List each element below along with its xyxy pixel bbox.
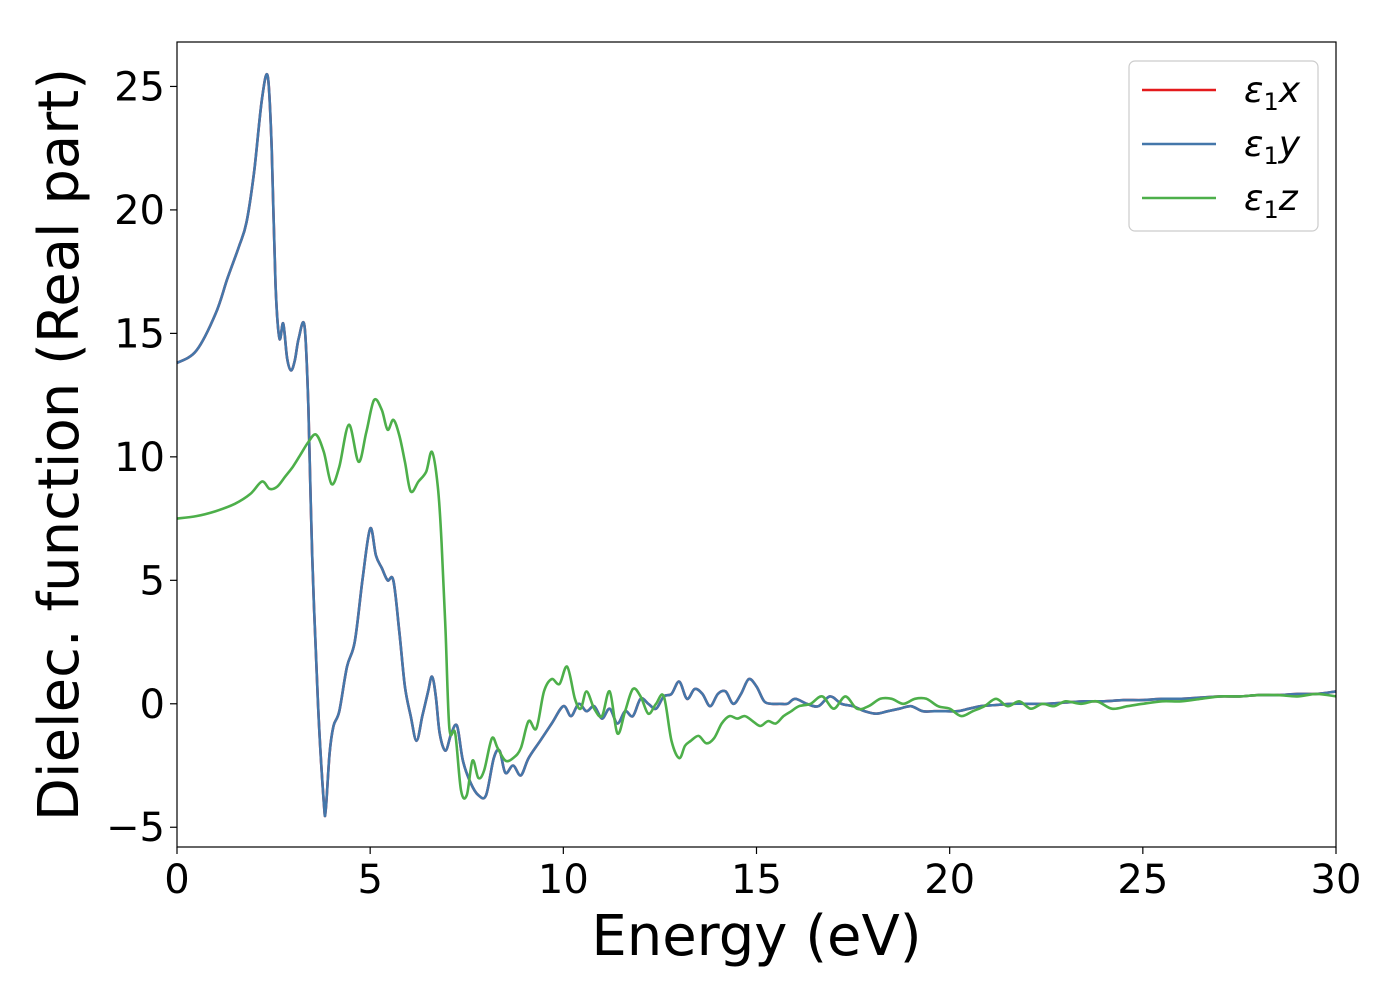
y-tick-label: 25 (114, 64, 165, 110)
legend: ε1x ε1y ε1z (1128, 60, 1319, 232)
x-axis-label: Energy (eV) (591, 904, 921, 969)
legend-box (1128, 60, 1319, 232)
x-axis-ticks: 0 5 10 15 20 25 30 (164, 847, 1361, 903)
x-tick-label: 0 (164, 857, 189, 903)
y-tick-label: −5 (106, 805, 165, 851)
y-tick-label: 10 (114, 435, 165, 481)
x-tick-label: 5 (357, 857, 382, 903)
y-tick-label: 15 (114, 311, 165, 357)
series-layer (176, 73, 1337, 818)
x-tick-label: 10 (538, 857, 589, 903)
y-axis-ticks: −5 0 5 10 15 20 25 (106, 64, 177, 851)
legend-label-3: ε1z (1244, 178, 1299, 224)
x-tick-label: 15 (731, 857, 782, 903)
y-tick-label: 20 (114, 188, 165, 234)
y-tick-label: 5 (140, 558, 165, 604)
y-tick-label: 0 (140, 682, 165, 728)
x-tick-label: 20 (924, 857, 975, 903)
legend-label-1: ε1x (1244, 70, 1301, 116)
x-tick-label: 25 (1117, 857, 1168, 903)
x-tick-label: 30 (1311, 857, 1362, 903)
series-line-3 (176, 397, 1337, 800)
legend-label-2: ε1y (1244, 124, 1301, 170)
y-axis-label: Dielec. function (Real part) (27, 68, 92, 821)
